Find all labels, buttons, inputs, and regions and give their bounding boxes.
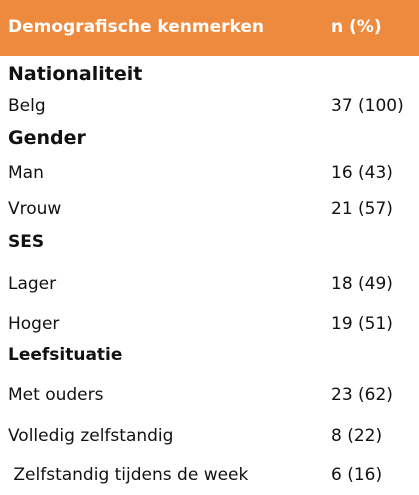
table-row: Zelfstandig tijdens de week 6 (16) (0, 461, 419, 491)
row-value: 37 (100) (331, 96, 404, 116)
table-row: Hoger 19 (51) (0, 310, 419, 340)
row-value: 23 (62) (331, 385, 393, 405)
row-label: Met ouders (8, 385, 104, 405)
section-title: SES (8, 232, 45, 252)
header-characteristics: Demografische kenmerken (8, 17, 264, 37)
row-label: Zelfstandig tijdens de week (8, 465, 249, 485)
row-label: Belg (8, 96, 46, 116)
row-label: Man (8, 163, 44, 183)
table-row: Man 16 (43) (0, 159, 419, 189)
table-header: Demografische kenmerken n (%) (0, 0, 419, 56)
section-title: Gender (8, 127, 86, 149)
table-row: Vrouw 21 (57) (0, 195, 419, 225)
section-title: Nationaliteit (8, 63, 143, 85)
table-row: Volledig zelfstandig 8 (22) (0, 422, 419, 452)
section-title: Leefsituatie (8, 345, 123, 365)
table-row: Met ouders 23 (62) (0, 381, 419, 411)
row-label: Lager (8, 274, 57, 294)
table-row: Belg 37 (100) (0, 92, 419, 122)
row-value: 8 (22) (331, 426, 383, 446)
row-label: Volledig zelfstandig (8, 426, 174, 446)
header-n-percent: n (%) (331, 17, 382, 37)
section-gender: Gender (0, 125, 419, 155)
table-row: Lager 18 (49) (0, 270, 419, 300)
row-value: 18 (49) (331, 274, 393, 294)
row-value: 6 (16) (331, 465, 383, 485)
row-value: 19 (51) (331, 314, 393, 334)
section-nationaliteit: Nationaliteit (0, 61, 419, 91)
row-value: 21 (57) (331, 199, 393, 219)
row-value: 16 (43) (331, 163, 393, 183)
section-leefsituatie: Leefsituatie (0, 343, 419, 373)
section-ses: SES (0, 230, 419, 260)
row-label: Vrouw (8, 199, 62, 219)
row-label: Hoger (8, 314, 60, 334)
